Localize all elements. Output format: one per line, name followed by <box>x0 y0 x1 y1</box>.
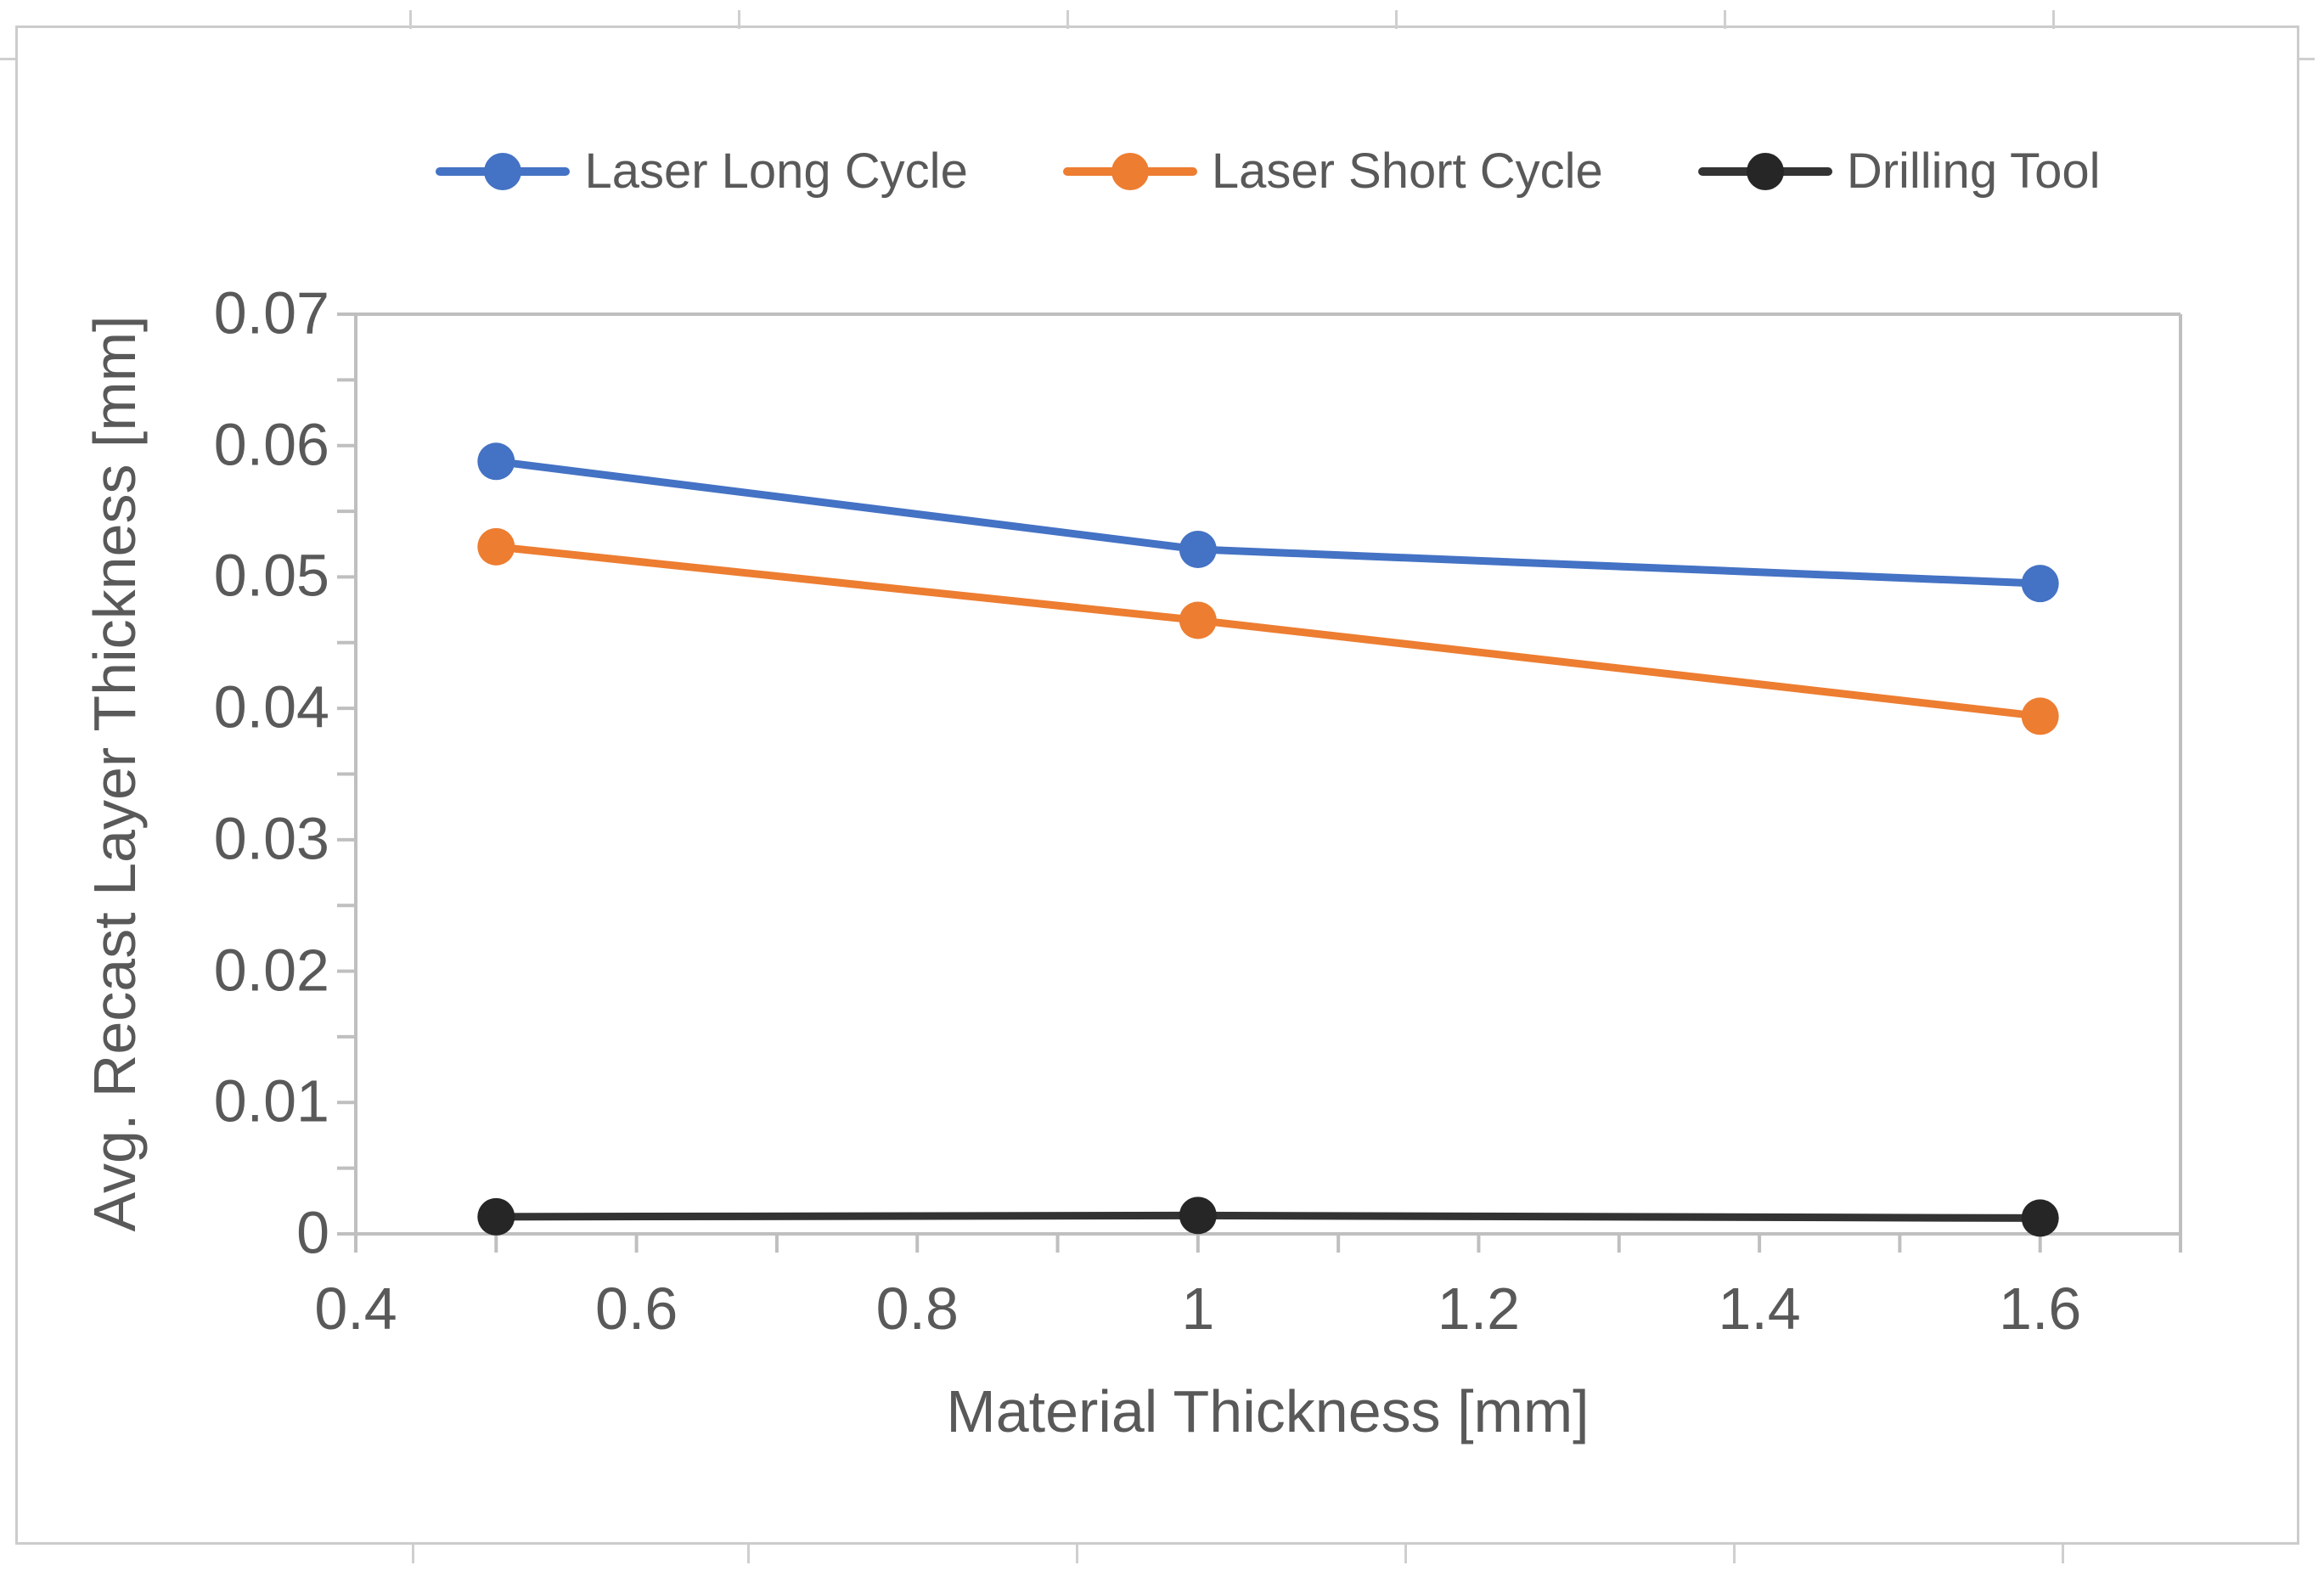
data-point-series1 <box>1179 601 1217 639</box>
data-point-series1 <box>477 527 515 566</box>
table-gridline-stub <box>1733 1545 1736 1563</box>
data-point-series0 <box>477 442 515 481</box>
legend-line-marker-icon <box>436 152 571 191</box>
table-gridline-stub <box>1076 1545 1078 1563</box>
data-point-series0 <box>2021 565 2059 603</box>
series-line-0 <box>492 457 2045 588</box>
legend-dot <box>1111 153 1149 190</box>
table-gridline-stub <box>2299 58 2315 60</box>
y-tick-label: 0.02 <box>213 937 329 1004</box>
x-tick-label: 1.4 <box>1718 1275 1801 1342</box>
chart-legend: Laser Long Cycle Laser Short Cycle Drill… <box>356 127 2181 216</box>
legend-item-laser-short-cycle: Laser Short Cycle <box>1062 144 1603 199</box>
x-tick-label: 0.6 <box>594 1275 678 1342</box>
table-gridline-stub <box>747 1545 750 1563</box>
legend-dot <box>1746 153 1784 190</box>
legend-line-marker-icon <box>1697 152 1832 191</box>
x-tick-label: 1.6 <box>1999 1275 2082 1342</box>
y-tick-label: 0.05 <box>213 543 329 610</box>
data-point-series2 <box>477 1197 515 1236</box>
legend-dot <box>484 153 522 190</box>
legend-item-laser-long-cycle: Laser Long Cycle <box>436 144 968 199</box>
data-point-series2 <box>2021 1199 2059 1237</box>
data-point-series2 <box>1179 1197 1217 1235</box>
table-gridline-stub <box>1724 10 1726 29</box>
x-tick-label: 0.4 <box>314 1275 397 1342</box>
legend-item-drilling-tool: Drilling Tool <box>1697 144 2101 199</box>
table-gridline-stub <box>0 58 15 60</box>
x-tick-label: 1 <box>1181 1275 1215 1342</box>
legend-label: Laser Long Cycle <box>584 144 968 199</box>
table-cell-border <box>15 25 2299 1545</box>
table-gridline-stub <box>409 10 412 29</box>
y-tick-label: 0.03 <box>213 805 329 872</box>
legend-line-marker-icon <box>1062 152 1197 191</box>
y-tick-label: 0.01 <box>213 1067 329 1135</box>
x-tick-label: 1.2 <box>1437 1275 1521 1342</box>
table-gridline-stub <box>738 10 740 29</box>
data-point-series0 <box>1179 530 1217 568</box>
legend-label: Laser Short Cycle <box>1211 144 1603 199</box>
table-gridline-stub <box>2052 10 2055 29</box>
table-gridline-stub <box>2062 1545 2064 1563</box>
y-tick-label: 0 <box>296 1199 329 1266</box>
table-gridline-stub <box>1404 1545 1407 1563</box>
y-tick-label: 0.06 <box>213 411 329 478</box>
table-gridline-stub <box>412 1545 414 1563</box>
table-gridline-stub <box>1395 10 1398 29</box>
y-tick-label: 0.07 <box>213 279 329 346</box>
data-point-series1 <box>2021 697 2059 735</box>
series-line-2 <box>492 1211 2045 1222</box>
x-axis-title: Material Thickness [mm] <box>946 1378 1590 1444</box>
legend-label: Drilling Tool <box>1846 144 2101 199</box>
y-tick-label: 0.04 <box>213 673 329 740</box>
table-gridline-stub <box>1066 10 1069 29</box>
x-tick-label: 0.8 <box>875 1275 959 1342</box>
